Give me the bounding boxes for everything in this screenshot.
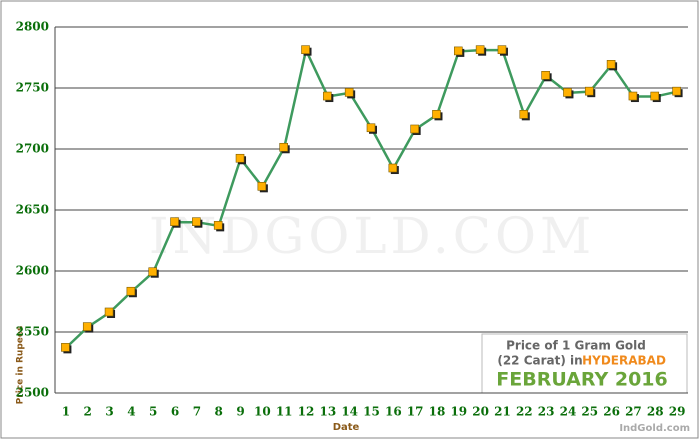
marker xyxy=(323,91,332,101)
x-tick-label: 23 xyxy=(538,405,555,419)
x-tick-label: 20 xyxy=(472,405,489,419)
marker xyxy=(410,124,419,134)
marker xyxy=(672,86,681,96)
marker xyxy=(454,46,463,56)
marker xyxy=(563,88,572,97)
x-tick-label: 10 xyxy=(254,405,271,419)
annotation: HYDERABAD xyxy=(582,354,666,368)
x-tick-label: 3 xyxy=(105,405,113,419)
x-tick-label: 18 xyxy=(429,405,446,419)
y-axis-label: Price in Rupees xyxy=(16,326,26,405)
marker xyxy=(192,217,201,226)
x-tick-label: 26 xyxy=(603,405,620,419)
x-tick-label: 17 xyxy=(407,405,424,419)
marker xyxy=(170,217,179,226)
x-tick-label: 24 xyxy=(560,405,577,419)
x-tick-label: 13 xyxy=(319,405,336,419)
marker xyxy=(235,153,245,163)
marker xyxy=(366,123,376,133)
annotation: FEBRUARY 2016 xyxy=(496,369,667,391)
marker xyxy=(388,163,398,173)
marker xyxy=(126,286,136,296)
watermark: INDGOLD.COM xyxy=(149,207,595,265)
source: IndGold.com xyxy=(619,423,690,434)
x-tick-label: 1 xyxy=(62,405,70,419)
legend-box xyxy=(481,333,688,394)
marker xyxy=(82,322,92,331)
y-tick-label: 2750 xyxy=(16,81,49,95)
x-tick-label: 6 xyxy=(171,405,179,419)
x-tick-label: 27 xyxy=(625,405,642,419)
x-tick-label: 29 xyxy=(669,405,686,419)
x-axis-label: Date xyxy=(333,422,360,433)
marker xyxy=(519,110,529,119)
marker xyxy=(148,267,158,277)
marker xyxy=(104,307,114,317)
marker xyxy=(61,343,70,352)
annotation: (22 Carat) in xyxy=(497,354,582,368)
x-tick-label: 14 xyxy=(341,405,358,419)
x-tick-label: 11 xyxy=(276,405,293,419)
marker xyxy=(475,45,485,54)
y-tick-label: 2650 xyxy=(16,203,49,217)
marker xyxy=(301,45,310,54)
x-tick-label: 5 xyxy=(149,405,157,419)
x-tick-label: 21 xyxy=(494,405,511,419)
marker xyxy=(628,91,638,101)
marker xyxy=(213,221,223,230)
x-tick-label: 4 xyxy=(127,405,135,419)
annotation: Price of 1 Gram Gold xyxy=(506,339,646,353)
marker xyxy=(584,86,594,96)
x-tick-label: 15 xyxy=(363,405,380,419)
marker xyxy=(541,71,550,80)
x-tick-label: 19 xyxy=(450,405,467,419)
marker xyxy=(650,91,660,101)
marker xyxy=(279,142,288,152)
marker xyxy=(606,60,616,69)
x-tick-label: 2 xyxy=(84,405,92,419)
y-tick-label: 2700 xyxy=(16,142,49,156)
marker xyxy=(257,182,267,191)
x-tick-label: 7 xyxy=(193,405,201,419)
x-tick-label: 22 xyxy=(516,405,533,419)
y-tick-label: 2800 xyxy=(16,20,49,34)
marker xyxy=(432,110,441,119)
x-tick-label: 16 xyxy=(385,405,402,419)
x-tick-label: 9 xyxy=(236,405,244,419)
y-tick-label: 2500 xyxy=(16,386,49,400)
x-tick-label: 25 xyxy=(581,405,598,419)
y-tick-label: 2600 xyxy=(16,264,49,278)
x-tick-label: 8 xyxy=(215,405,223,419)
marker xyxy=(344,88,354,97)
x-tick-label: 28 xyxy=(647,405,664,419)
y-tick-label: 2550 xyxy=(16,325,49,339)
x-tick-label: 12 xyxy=(298,405,315,419)
marker xyxy=(497,45,507,54)
